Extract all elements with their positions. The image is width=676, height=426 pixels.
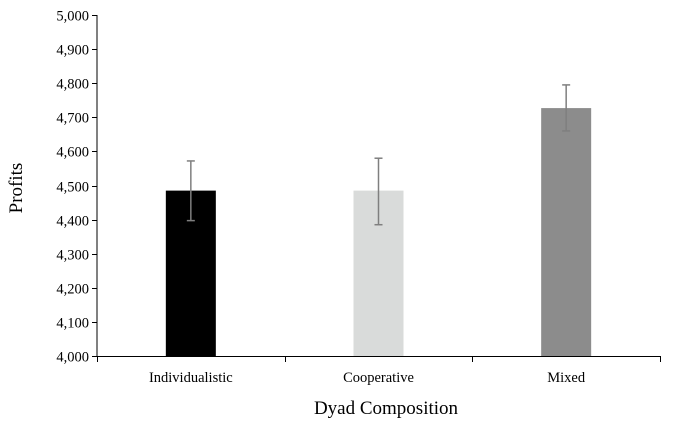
- y-tick-label: 4,700: [56, 111, 89, 127]
- y-tick-label: 4,200: [56, 282, 89, 298]
- y-tick-label: 4,500: [56, 180, 89, 196]
- y-tick-label: 4,300: [56, 248, 89, 264]
- y-axis-title: Profits: [6, 163, 27, 214]
- x-tick-label: Mixed: [547, 370, 586, 386]
- x-axis-title: Dyad Composition: [314, 398, 459, 419]
- y-tick-label: 4,000: [56, 350, 89, 366]
- bar-mixed: [541, 108, 592, 356]
- y-tick-label: 4,600: [56, 145, 89, 161]
- error-bars: [186, 84, 571, 226]
- y-tick-label: 4,100: [56, 316, 89, 332]
- x-tick-label: Cooperative: [343, 370, 414, 386]
- y-tick-label: 4,800: [56, 77, 89, 93]
- x-axis: Individualistic Cooperative Mixed: [97, 356, 661, 386]
- y-axis: 4,000 4,100 4,200 4,300 4,400 4,500 4,600 4,700…: [56, 9, 98, 366]
- y-tick-label: 5,000: [56, 9, 89, 25]
- y-tick-label: 4,400: [56, 214, 89, 230]
- bars: [165, 108, 592, 356]
- y-tick-label: 4,900: [56, 43, 89, 59]
- x-tick-label: Individualistic: [149, 370, 233, 386]
